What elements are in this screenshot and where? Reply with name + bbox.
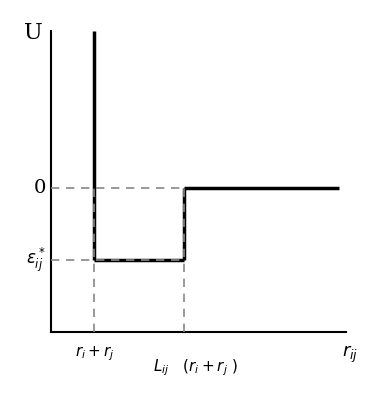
Text: U: U [24,22,43,44]
Text: $r_i + r_j$: $r_i + r_j$ [75,345,114,364]
Text: 0: 0 [34,180,46,198]
Text: $\varepsilon_{ij}^*$: $\varepsilon_{ij}^*$ [26,246,46,274]
Text: $r_{ij}$: $r_{ij}$ [342,344,358,365]
Text: $L_{ij}$   $(r_i + r_j\ )$: $L_{ij}$ $(r_i + r_j\ )$ [153,358,238,378]
